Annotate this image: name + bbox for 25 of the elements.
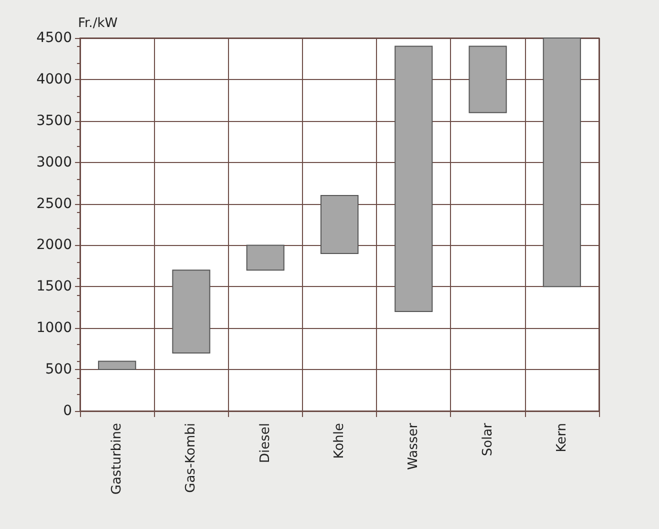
x-tick-label: Kohle	[332, 423, 347, 459]
y-tick-label: 4000	[36, 71, 72, 88]
y-tick-label: 2000	[36, 237, 72, 254]
bar	[98, 360, 136, 370]
y-tick-label: 1000	[36, 320, 72, 336]
bar	[542, 38, 581, 288]
y-tick-label: 0	[63, 403, 72, 419]
bar	[246, 244, 284, 271]
y-tick-label: 500	[45, 362, 72, 378]
x-tick-label: Gas-Kombi	[184, 423, 199, 493]
x-tick-label: Kern	[554, 423, 570, 452]
y-tick-label: 3000	[36, 154, 72, 170]
x-tick-label: Solar	[480, 422, 496, 456]
y-tick-label: 2500	[36, 196, 72, 212]
bar	[172, 270, 210, 354]
y-axis-title: Fr./kW	[78, 16, 118, 31]
bar	[320, 194, 359, 254]
x-tick-label: Diesel	[258, 423, 273, 464]
y-tick-label: 1500	[36, 278, 72, 295]
y-tick-label: 4500	[36, 30, 72, 46]
x-tick-label: Gasturbine	[110, 423, 125, 495]
bar	[468, 46, 507, 114]
x-tick-label: Wasser	[406, 422, 422, 470]
y-tick-label: 3500	[36, 112, 72, 129]
bar	[394, 46, 433, 312]
